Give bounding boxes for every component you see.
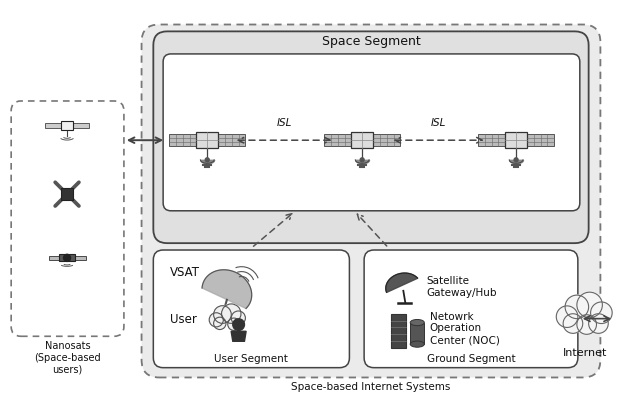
FancyBboxPatch shape xyxy=(45,123,61,128)
Text: User: User xyxy=(170,313,197,326)
Circle shape xyxy=(563,314,583,333)
Circle shape xyxy=(360,158,364,162)
Circle shape xyxy=(577,315,596,334)
Circle shape xyxy=(63,254,70,261)
FancyBboxPatch shape xyxy=(75,256,86,260)
Circle shape xyxy=(565,295,589,319)
Text: ISL: ISL xyxy=(276,118,292,129)
FancyBboxPatch shape xyxy=(410,323,424,344)
FancyBboxPatch shape xyxy=(154,250,349,368)
FancyBboxPatch shape xyxy=(390,314,406,348)
Text: VSAT: VSAT xyxy=(170,266,200,279)
FancyBboxPatch shape xyxy=(61,188,73,200)
Polygon shape xyxy=(202,270,252,309)
Circle shape xyxy=(231,311,245,325)
Text: Space-based Internet Systems: Space-based Internet Systems xyxy=(291,382,451,392)
Polygon shape xyxy=(386,273,418,292)
Circle shape xyxy=(589,314,608,333)
FancyBboxPatch shape xyxy=(169,134,196,146)
FancyBboxPatch shape xyxy=(11,101,124,336)
FancyBboxPatch shape xyxy=(351,132,373,148)
Text: Internet: Internet xyxy=(563,348,607,358)
FancyBboxPatch shape xyxy=(49,256,59,260)
Ellipse shape xyxy=(410,320,424,326)
Text: Netowrk
Operation
Center (NOC): Netowrk Operation Center (NOC) xyxy=(430,312,500,345)
Circle shape xyxy=(209,313,223,327)
FancyBboxPatch shape xyxy=(527,134,554,146)
FancyBboxPatch shape xyxy=(506,132,527,148)
FancyBboxPatch shape xyxy=(364,250,578,368)
Text: Space Segment: Space Segment xyxy=(322,35,420,48)
Circle shape xyxy=(556,306,578,327)
Polygon shape xyxy=(231,331,246,341)
Text: Satellite
Gateway/Hub: Satellite Gateway/Hub xyxy=(426,276,497,298)
Circle shape xyxy=(591,302,612,323)
FancyBboxPatch shape xyxy=(154,31,589,243)
Circle shape xyxy=(221,304,241,323)
FancyBboxPatch shape xyxy=(196,132,218,148)
Text: User Segment: User Segment xyxy=(214,354,288,364)
FancyBboxPatch shape xyxy=(141,24,600,377)
Text: Ground Segment: Ground Segment xyxy=(427,354,515,364)
Circle shape xyxy=(214,306,231,323)
FancyBboxPatch shape xyxy=(59,254,75,261)
FancyBboxPatch shape xyxy=(373,134,401,146)
FancyBboxPatch shape xyxy=(73,123,89,128)
Circle shape xyxy=(214,317,226,329)
FancyBboxPatch shape xyxy=(478,134,506,146)
Circle shape xyxy=(205,158,209,162)
FancyBboxPatch shape xyxy=(163,54,580,211)
Ellipse shape xyxy=(410,341,424,347)
FancyBboxPatch shape xyxy=(324,134,351,146)
Circle shape xyxy=(228,318,240,331)
Text: ISL: ISL xyxy=(431,118,446,129)
Circle shape xyxy=(233,319,244,331)
FancyBboxPatch shape xyxy=(61,121,73,130)
Circle shape xyxy=(577,292,602,318)
Circle shape xyxy=(514,158,518,162)
FancyBboxPatch shape xyxy=(218,134,246,146)
Text: Nanosats
(Space-based
users): Nanosats (Space-based users) xyxy=(34,341,101,375)
